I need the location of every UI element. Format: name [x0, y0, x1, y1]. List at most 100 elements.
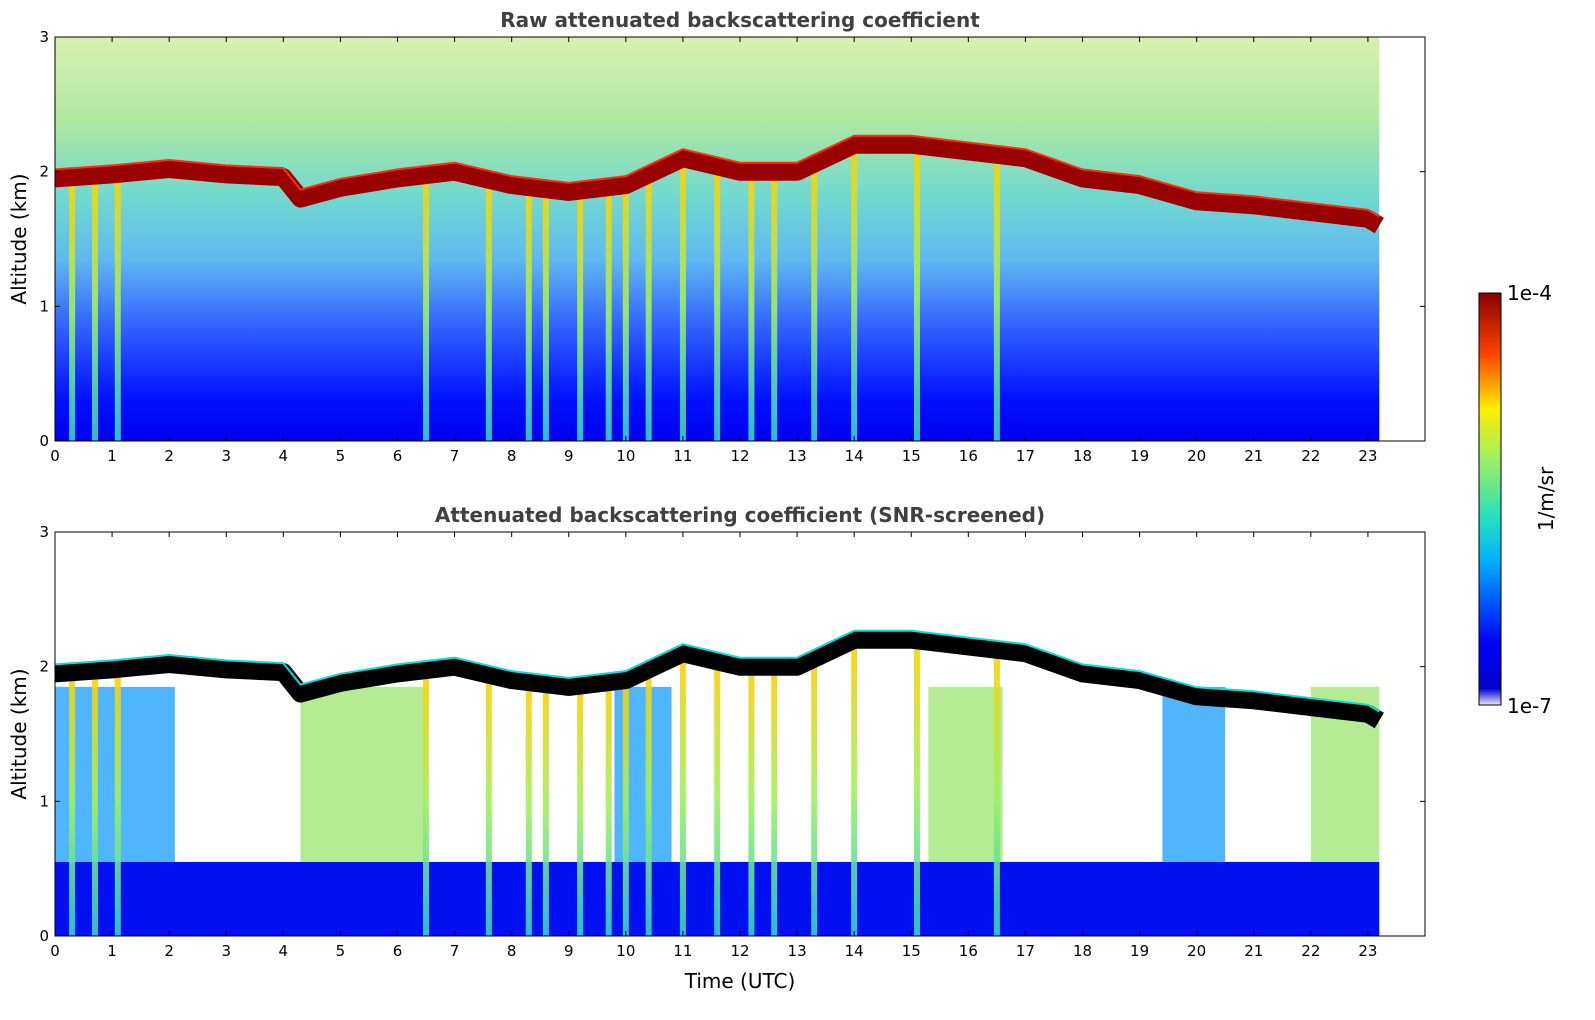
x-tick-label: 15	[902, 942, 921, 960]
x-tick-label: 10	[616, 447, 635, 465]
x-tick-label: 23	[1358, 942, 1377, 960]
precip-shaft	[811, 658, 818, 936]
cloud-base-edge	[55, 134, 1380, 218]
y-tick-label: 1	[39, 792, 49, 810]
heatmap-raw	[55, 37, 1384, 441]
precip-shaft	[748, 171, 755, 441]
y-tick-label: 3	[39, 28, 49, 46]
colorbar-max-label: 1e-4	[1507, 281, 1552, 305]
x-tick-label: 8	[507, 447, 517, 465]
x-tick-label: 2	[164, 447, 174, 465]
colorbar-min-label: 1e-7	[1507, 694, 1552, 718]
precip-shaft	[114, 173, 121, 441]
cloud-base-layer	[55, 135, 1384, 234]
x-tick-label: 0	[50, 447, 60, 465]
x-tick-label: 9	[564, 942, 574, 960]
x-tick-label: 3	[221, 447, 231, 465]
x-tick-label: 3	[221, 942, 231, 960]
precip-shaft	[423, 670, 430, 936]
x-tick-label: 1	[107, 447, 117, 465]
precip-shaft	[91, 670, 98, 936]
precip-shaft	[542, 684, 549, 936]
precip-shaft	[525, 682, 532, 936]
panel-raw: Raw attenuated backscattering coefficien…	[7, 8, 1426, 465]
heatmap-screened	[55, 629, 1384, 936]
x-tick-label: 2	[164, 942, 174, 960]
x-tick-label: 4	[279, 942, 289, 960]
x-axis-raw: 0 1 2 3 4 5 6 7 8 9 10 11 12 13 14 15 16 17 18 19 20 21 22 23	[50, 37, 1377, 465]
precip-shaft	[851, 144, 858, 441]
y-tick-label: 2	[39, 163, 49, 181]
y-tick-label: 3	[39, 523, 49, 541]
x-tick-label: 22	[1301, 447, 1320, 465]
precip-shaft	[622, 680, 629, 936]
x-tick-label: 12	[730, 447, 749, 465]
precip-shaft	[771, 171, 778, 441]
precip-shaft	[679, 158, 686, 441]
x-tick-label: 12	[730, 942, 749, 960]
y-axis-label-raw: Altitude (km)	[7, 173, 31, 304]
x-tick-label: 7	[450, 447, 460, 465]
x-tick-label: 10	[616, 942, 635, 960]
x-tick-label: 22	[1301, 942, 1320, 960]
precip-shaft	[622, 185, 629, 441]
screened-field	[300, 686, 427, 862]
x-tick-label: 18	[1073, 942, 1092, 960]
x-tick-label: 5	[336, 942, 346, 960]
x-tick-label: 21	[1244, 447, 1263, 465]
x-tick-label: 14	[845, 447, 864, 465]
x-tick-label: 21	[1244, 942, 1263, 960]
panel-title-screened: Attenuated backscattering coefficient (S…	[435, 503, 1045, 527]
x-tick-label: 15	[902, 447, 921, 465]
precip-shaft	[605, 682, 612, 936]
precip-shaft	[542, 189, 549, 441]
x-tick-label: 5	[336, 447, 346, 465]
x-tick-label: 4	[279, 447, 289, 465]
x-tick-label: 19	[1130, 942, 1149, 960]
y-axis-raw: 0 1 2 3	[39, 28, 1425, 450]
x-tick-label: 16	[959, 942, 978, 960]
x-axis-screened: 0 1 2 3 4 5 6 7 8 9 10 11 12 13 14 15 16 17 18 19 20 21 22 23	[50, 532, 1377, 960]
precip-shaft	[714, 661, 721, 936]
precip-shaft	[423, 175, 430, 441]
precip-shaft	[91, 175, 98, 441]
y-tick-label: 0	[39, 432, 49, 450]
x-axis-label: Time (UTC)	[684, 969, 796, 993]
colorbar-gradient	[1478, 292, 1502, 706]
x-tick-label: 0	[50, 942, 60, 960]
x-tick-label: 16	[959, 447, 978, 465]
x-tick-label: 8	[507, 942, 517, 960]
precip-shaft	[69, 177, 76, 441]
precip-shaft	[811, 163, 818, 441]
precip-shaft	[525, 187, 532, 441]
x-tick-label: 17	[1016, 942, 1035, 960]
x-tick-label: 13	[788, 447, 807, 465]
precip-shaft	[577, 685, 584, 936]
precip-shaft	[993, 154, 1000, 441]
precip-shaft	[645, 174, 652, 441]
x-tick-label: 9	[564, 447, 574, 465]
x-tick-label: 18	[1073, 447, 1092, 465]
x-tick-label: 6	[393, 942, 403, 960]
precip-shaft	[913, 145, 920, 441]
panel-screened: Attenuated backscattering coefficient (S…	[7, 503, 1426, 993]
precip-shaft	[645, 669, 652, 936]
x-tick-label: 13	[788, 942, 807, 960]
y-axis-screened: 0 1 2 3	[39, 523, 1425, 945]
x-tick-label: 11	[673, 447, 692, 465]
x-tick-label: 19	[1130, 447, 1149, 465]
precip-shaft	[485, 674, 492, 936]
y-axis-label-screened: Altitude (km)	[7, 668, 31, 799]
precip-shaft	[993, 649, 1000, 936]
precip-shaft	[771, 666, 778, 936]
panel-title-raw: Raw attenuated backscattering coefficien…	[500, 8, 980, 32]
precip-shaft	[485, 179, 492, 441]
x-tick-label: 1	[107, 942, 117, 960]
x-tick-label: 20	[1187, 447, 1206, 465]
colorbar-unit-label: 1/m/sr	[1534, 466, 1558, 531]
precip-shaft	[577, 190, 584, 441]
x-tick-label: 23	[1358, 447, 1377, 465]
precip-shaft	[714, 166, 721, 441]
x-tick-label: 20	[1187, 942, 1206, 960]
